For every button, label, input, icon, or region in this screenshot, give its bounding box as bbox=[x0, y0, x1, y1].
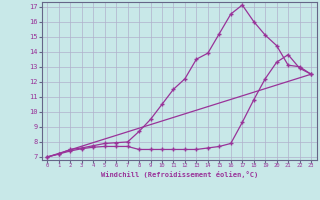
X-axis label: Windchill (Refroidissement éolien,°C): Windchill (Refroidissement éolien,°C) bbox=[100, 171, 258, 178]
